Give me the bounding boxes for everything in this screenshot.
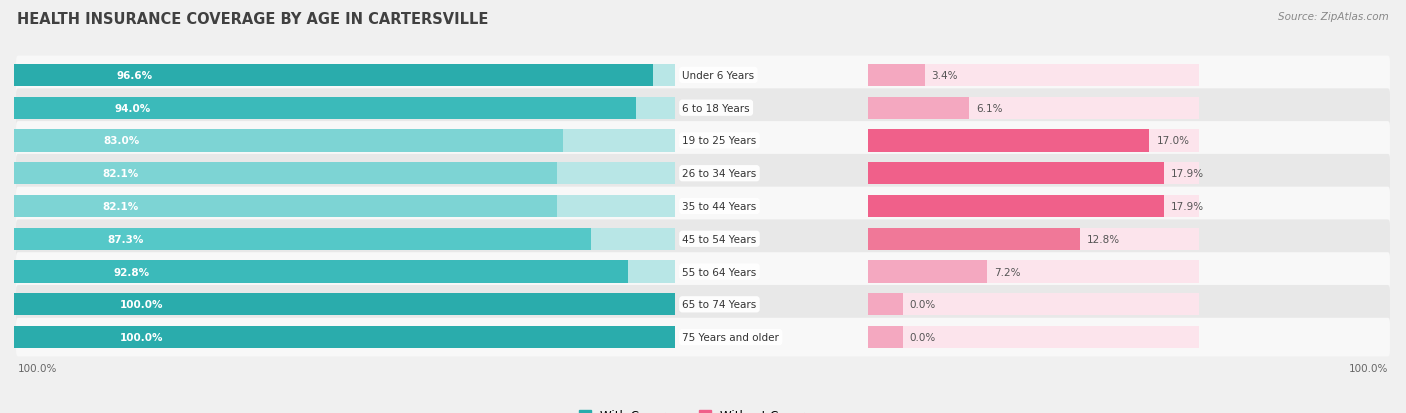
Text: 19 to 25 Years: 19 to 25 Years bbox=[682, 136, 756, 146]
Bar bbox=[869, 261, 1199, 283]
Bar bbox=[14, 163, 675, 185]
Text: 12.8%: 12.8% bbox=[1087, 234, 1121, 244]
Bar bbox=[14, 195, 557, 218]
Bar bbox=[14, 163, 557, 185]
Bar bbox=[14, 97, 636, 119]
Text: Under 6 Years: Under 6 Years bbox=[682, 71, 755, 81]
FancyBboxPatch shape bbox=[15, 187, 1391, 226]
Bar bbox=[869, 294, 903, 316]
Text: 35 to 44 Years: 35 to 44 Years bbox=[682, 202, 756, 211]
Text: 17.0%: 17.0% bbox=[1156, 136, 1189, 146]
Text: 82.1%: 82.1% bbox=[103, 169, 139, 179]
Text: 100.0%: 100.0% bbox=[18, 363, 58, 373]
FancyBboxPatch shape bbox=[15, 253, 1391, 291]
Bar bbox=[869, 130, 1150, 152]
Bar bbox=[869, 326, 903, 349]
Bar bbox=[14, 64, 675, 87]
Bar bbox=[14, 261, 628, 283]
Text: 83.0%: 83.0% bbox=[103, 136, 139, 146]
Text: HEALTH INSURANCE COVERAGE BY AGE IN CARTERSVILLE: HEALTH INSURANCE COVERAGE BY AGE IN CART… bbox=[17, 12, 488, 27]
Bar bbox=[14, 130, 675, 152]
Text: 0.0%: 0.0% bbox=[910, 299, 936, 310]
Bar bbox=[869, 228, 1080, 250]
Bar bbox=[869, 228, 1199, 250]
FancyBboxPatch shape bbox=[15, 318, 1391, 356]
Text: 87.3%: 87.3% bbox=[107, 234, 143, 244]
Bar bbox=[869, 163, 1164, 185]
FancyBboxPatch shape bbox=[15, 122, 1391, 160]
Bar bbox=[14, 97, 675, 119]
Text: 75 Years and older: 75 Years and older bbox=[682, 332, 779, 342]
Bar bbox=[869, 294, 1199, 316]
Bar bbox=[14, 326, 675, 349]
Text: 100.0%: 100.0% bbox=[1348, 363, 1388, 373]
Bar bbox=[869, 97, 1199, 119]
FancyBboxPatch shape bbox=[15, 154, 1391, 193]
Text: 82.1%: 82.1% bbox=[103, 202, 139, 211]
Bar bbox=[869, 163, 1199, 185]
Bar bbox=[14, 64, 652, 87]
Bar bbox=[14, 130, 562, 152]
FancyBboxPatch shape bbox=[15, 285, 1391, 324]
Bar bbox=[869, 64, 1199, 87]
Text: 26 to 34 Years: 26 to 34 Years bbox=[682, 169, 756, 179]
Bar bbox=[14, 261, 675, 283]
Text: Source: ZipAtlas.com: Source: ZipAtlas.com bbox=[1278, 12, 1389, 22]
Bar bbox=[869, 195, 1164, 218]
Bar bbox=[869, 97, 969, 119]
Bar bbox=[869, 195, 1199, 218]
Text: 6 to 18 Years: 6 to 18 Years bbox=[682, 103, 749, 114]
Bar bbox=[869, 326, 1199, 349]
Bar bbox=[14, 294, 675, 316]
Text: 0.0%: 0.0% bbox=[910, 332, 936, 342]
FancyBboxPatch shape bbox=[15, 220, 1391, 259]
Bar bbox=[14, 228, 675, 250]
Text: 96.6%: 96.6% bbox=[117, 71, 153, 81]
Text: 17.9%: 17.9% bbox=[1171, 202, 1205, 211]
Bar bbox=[14, 228, 592, 250]
Bar bbox=[869, 261, 987, 283]
Text: 55 to 64 Years: 55 to 64 Years bbox=[682, 267, 756, 277]
Text: 94.0%: 94.0% bbox=[114, 103, 150, 114]
Bar bbox=[14, 326, 675, 349]
Text: 6.1%: 6.1% bbox=[976, 103, 1002, 114]
Text: 92.8%: 92.8% bbox=[112, 267, 149, 277]
Text: 100.0%: 100.0% bbox=[120, 332, 163, 342]
Bar bbox=[869, 64, 925, 87]
Text: 45 to 54 Years: 45 to 54 Years bbox=[682, 234, 756, 244]
Text: 3.4%: 3.4% bbox=[931, 71, 957, 81]
FancyBboxPatch shape bbox=[15, 89, 1391, 128]
Text: 7.2%: 7.2% bbox=[994, 267, 1021, 277]
Bar bbox=[869, 130, 1199, 152]
Text: 17.9%: 17.9% bbox=[1171, 169, 1205, 179]
FancyBboxPatch shape bbox=[15, 57, 1391, 95]
Text: 100.0%: 100.0% bbox=[120, 299, 163, 310]
Text: 65 to 74 Years: 65 to 74 Years bbox=[682, 299, 756, 310]
Legend: With Coverage, Without Coverage: With Coverage, Without Coverage bbox=[574, 404, 832, 413]
Bar bbox=[14, 294, 675, 316]
Bar bbox=[14, 195, 675, 218]
